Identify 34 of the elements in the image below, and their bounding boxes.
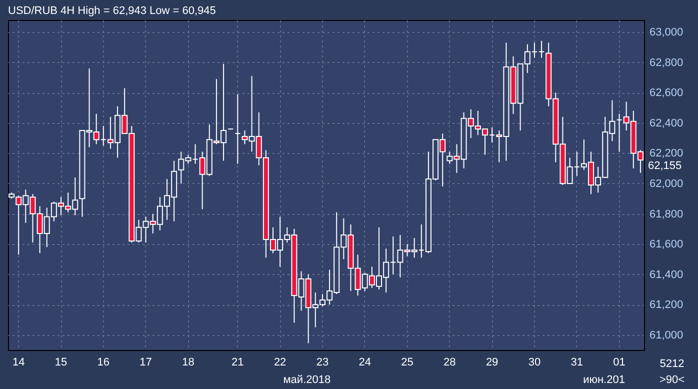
- x-tick-label: 31: [570, 356, 583, 368]
- x-tick-label: 24: [358, 356, 371, 368]
- y-tick-label: 61,000: [650, 329, 684, 342]
- x-tick-label: 15: [54, 356, 68, 368]
- y-tick-label: 62,200: [650, 148, 684, 160]
- x-tick-label: 23: [316, 356, 329, 368]
- candlestick: [234, 94, 241, 164]
- y-tick-label: 61,200: [650, 299, 684, 312]
- x-tick-label: 18: [182, 356, 194, 368]
- y-tick-label: 62,000: [650, 178, 684, 190]
- x-tick-label: 30: [528, 356, 541, 368]
- text: май.2018: [283, 374, 331, 386]
- x-tick-label: 14: [12, 356, 25, 368]
- y-tick-label: 61,800: [650, 208, 684, 220]
- y-tick-label: 63,000: [650, 26, 684, 39]
- text: 62,155: [648, 160, 682, 172]
- text: июн.201: [583, 374, 625, 386]
- x-tick-label: 28: [444, 356, 456, 368]
- x-tick-label: 29: [486, 356, 498, 368]
- text: >90<: [659, 374, 685, 386]
- candlestick: [538, 40, 545, 58]
- x-tick-label: 01: [613, 356, 626, 368]
- y-tick-label: 62,400: [650, 117, 684, 130]
- x-tick-label: 22: [274, 356, 286, 368]
- chart-title: USD/RUB 4H High = 62,943 Low = 60,945: [8, 5, 216, 17]
- text: 5212: [660, 358, 684, 370]
- x-tick-label: 16: [97, 356, 110, 368]
- y-tick-label: 61,400: [650, 268, 684, 281]
- y-tick-label: 62,600: [650, 87, 684, 100]
- y-tick-label: 61,600: [650, 238, 684, 251]
- x-tick-label: 25: [401, 356, 414, 368]
- x-tick-label: 21: [232, 356, 244, 368]
- y-tick-label: 62,800: [650, 56, 684, 69]
- x-tick-label: 17: [140, 356, 152, 368]
